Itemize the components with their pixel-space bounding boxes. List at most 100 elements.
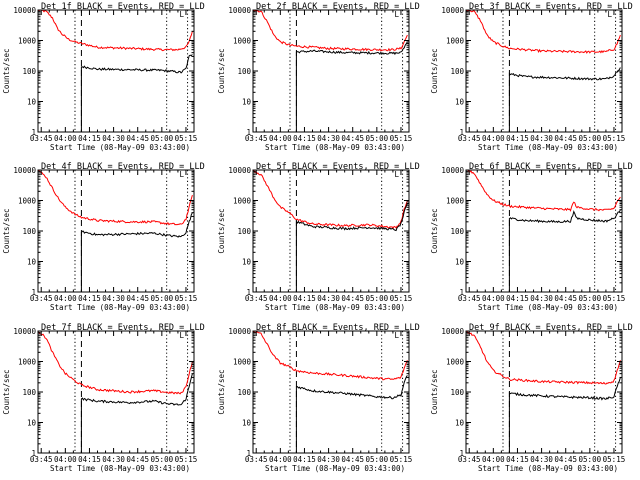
y-axis-label: Counts/sec [2, 369, 11, 414]
y-tick-label: 1 [31, 288, 36, 297]
panel-1: Det 1f BLACK = Events, RED = LLD 1 10 100 10… [2, 2, 205, 152]
y-tick-label: 10 [242, 98, 252, 107]
series-group [38, 10, 193, 132]
x-tick-label: 04:15 [293, 455, 316, 464]
panel-4: Det 4f BLACK = Events, RED = LLD 1 10 100 10… [2, 162, 205, 312]
corner-label: L [608, 170, 613, 179]
corner-label: L [180, 10, 185, 19]
x-tick-label: 04:15 [506, 455, 529, 464]
panel-5: Det 5f BLACK = Events, RED = LLD 1 10 100 10… [217, 162, 420, 312]
y-tick-label: 1 [459, 288, 464, 297]
x-tick-label: 04:30 [530, 455, 553, 464]
y-tick-label: 10 [455, 98, 465, 107]
y-axis-label: Counts/sec [217, 208, 226, 253]
x-tick-label: 03:45 [245, 455, 268, 464]
events-series-line [80, 373, 193, 453]
panel-8: Det 8f BLACK = Events, RED = LLD 1 10 100 10… [217, 323, 420, 473]
x-tick-label: 05:15 [603, 134, 626, 143]
y-tick-label: 1000 [446, 358, 465, 367]
panel-9: Det 9f BLACK = Events, RED = LLD 1 10 100 10… [430, 323, 633, 473]
x-tick-label: 05:15 [390, 134, 413, 143]
y-tick-label: 100 [22, 67, 36, 76]
y-tick-label: 100 [237, 67, 251, 76]
panel-title: Det 4f BLACK = Events, RED = LLD [41, 162, 205, 172]
lld-series-line [38, 170, 193, 226]
x-tick-label: 05:00 [151, 134, 174, 143]
events-series-line [508, 209, 621, 292]
events-series-line [80, 212, 193, 292]
x-tick-label: 05:15 [603, 455, 626, 464]
y-tick-label: 100 [237, 388, 251, 397]
panel-title: Det 6f BLACK = Events, RED = LLD [469, 162, 633, 172]
x-tick-label: 05:15 [175, 294, 198, 303]
lld-series-line [38, 10, 193, 52]
panel-title: Det 7f BLACK = Events, RED = LLD [41, 323, 205, 333]
series-group [253, 10, 408, 132]
y-axis-label: Counts/sec [430, 208, 439, 253]
panel-title: Det 3f BLACK = Events, RED = LLD [469, 2, 633, 12]
y-axis-label: Counts/sec [2, 48, 11, 93]
series-group [466, 10, 621, 132]
y-tick-label: 10000 [228, 327, 251, 336]
x-axis-label: Start Time (08-May-09 03:43:00) [50, 303, 190, 312]
y-tick-label: 100 [450, 67, 464, 76]
x-tick-label: 04:15 [506, 294, 529, 303]
y-tick-label: 10 [242, 419, 252, 428]
x-tick-label: 04:15 [78, 294, 101, 303]
x-tick-label: 03:45 [245, 134, 268, 143]
lld-series-line [253, 331, 408, 381]
y-tick-label: 1 [246, 449, 251, 458]
y-tick-label: 10000 [441, 327, 464, 336]
y-tick-label: 100 [237, 227, 251, 236]
events-series-line [80, 54, 193, 132]
x-tick-label: 05:00 [579, 294, 602, 303]
series-group [466, 170, 621, 292]
events-series-line [508, 67, 621, 132]
x-tick-label: 04:30 [317, 294, 340, 303]
x-tick-label: 04:15 [293, 294, 316, 303]
x-axis-label: Start Time (08-May-09 03:43:00) [478, 143, 618, 152]
x-tick-label: 04:00 [482, 134, 505, 143]
panel-title: Det 2f BLACK = Events, RED = LLD [256, 2, 420, 12]
y-tick-label: 10000 [441, 6, 464, 15]
y-tick-label: 100 [450, 388, 464, 397]
y-axis-label: Counts/sec [217, 48, 226, 93]
x-tick-label: 05:00 [366, 294, 389, 303]
y-tick-label: 1000 [446, 197, 465, 206]
x-tick-label: 05:00 [366, 134, 389, 143]
y-axis-label: Counts/sec [430, 369, 439, 414]
corner-label: L [180, 170, 185, 179]
corner-label: L [395, 10, 400, 19]
y-tick-label: 1000 [233, 358, 252, 367]
x-tick-label: 04:30 [530, 294, 553, 303]
x-tick-label: 03:45 [458, 455, 481, 464]
lld-series-line [466, 10, 621, 54]
x-tick-label: 05:15 [175, 134, 198, 143]
y-tick-label: 1000 [18, 197, 37, 206]
y-tick-label: 100 [450, 227, 464, 236]
x-tick-label: 04:45 [341, 455, 364, 464]
panel-6: Det 6f BLACK = Events, RED = LLD 1 10 100 10… [430, 162, 633, 312]
x-tick-label: 04:30 [102, 294, 125, 303]
y-tick-label: 1 [246, 288, 251, 297]
x-tick-label: 04:00 [54, 455, 77, 464]
x-tick-label: 04:45 [341, 294, 364, 303]
x-tick-label: 04:45 [126, 294, 149, 303]
series-group [466, 331, 621, 453]
x-tick-label: 05:00 [579, 134, 602, 143]
lld-series-line [253, 10, 408, 52]
x-tick-label: 04:15 [293, 134, 316, 143]
x-tick-label: 04:45 [126, 455, 149, 464]
x-tick-label: 03:45 [458, 134, 481, 143]
y-tick-label: 10 [27, 98, 37, 107]
events-series-line [295, 41, 408, 132]
lld-series-line [466, 331, 621, 385]
panel-3: Det 3f BLACK = Events, RED = LLD 1 10 100 10… [430, 2, 633, 152]
x-tick-label: 04:45 [554, 294, 577, 303]
x-axis-label: Start Time (08-May-09 03:43:00) [265, 464, 405, 473]
x-tick-label: 04:15 [78, 455, 101, 464]
x-tick-label: 04:00 [269, 134, 292, 143]
plot-frame [465, 169, 623, 293]
plot-frame [465, 330, 623, 454]
x-axis-label: Start Time (08-May-09 03:43:00) [265, 303, 405, 312]
